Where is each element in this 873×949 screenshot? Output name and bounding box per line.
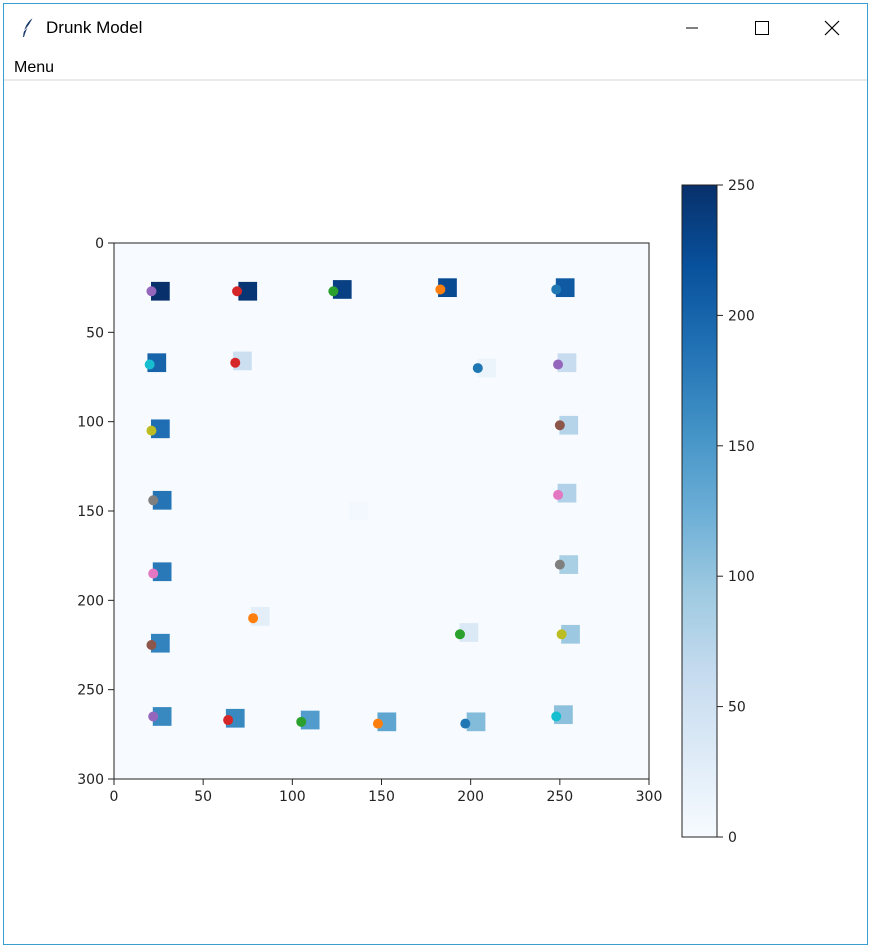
- maximize-icon: [755, 20, 769, 35]
- heatmap-cell: [557, 483, 577, 503]
- agent-marker: [296, 716, 307, 727]
- x-tick-label: 100: [279, 789, 306, 805]
- feather-icon: [21, 17, 35, 39]
- heatmap-cell: [151, 281, 170, 301]
- heatmap-cell: [561, 624, 580, 644]
- minimize-button[interactable]: [657, 4, 727, 51]
- agent-marker: [248, 613, 259, 624]
- x-tick-label: 250: [546, 789, 573, 805]
- heatmap-cell: [559, 415, 579, 435]
- window-title: Drunk Model: [46, 17, 143, 37]
- y-tick-label: 250: [77, 683, 104, 699]
- heatmap-cell: [466, 712, 486, 732]
- x-tick-label: 0: [110, 789, 119, 805]
- heatmap-cell: [377, 712, 397, 732]
- agent-marker: [460, 718, 471, 729]
- heatmap-cell: [332, 280, 352, 299]
- heatmap-cell: [152, 562, 172, 582]
- colorbar-tick-label: 100: [728, 569, 755, 585]
- y-tick-label: 50: [86, 325, 104, 341]
- menu-bar: Menu: [4, 51, 867, 81]
- heatmap-cell: [559, 555, 579, 574]
- y-tick-label: 100: [77, 415, 104, 431]
- maximize-button[interactable]: [727, 4, 797, 51]
- title-bar[interactable]: Drunk Model: [4, 4, 867, 51]
- agent-marker: [148, 495, 159, 506]
- heatmap-cell: [459, 623, 479, 642]
- agent-marker: [148, 711, 159, 722]
- agent-marker: [146, 640, 157, 650]
- agent-marker: [223, 715, 234, 726]
- agent-marker: [148, 568, 159, 579]
- colorbar-tick-label: 50: [728, 700, 746, 716]
- agent-marker: [146, 286, 157, 297]
- agent-marker: [554, 420, 565, 431]
- agent-marker: [454, 629, 465, 640]
- close-icon: [824, 20, 840, 35]
- agent-marker: [146, 425, 157, 436]
- agent-marker: [551, 284, 562, 295]
- heatmap-cell: [151, 633, 170, 653]
- minimize-icon: [686, 27, 698, 28]
- heatmap-cell: [477, 358, 497, 378]
- agent-marker: [372, 718, 383, 729]
- heatmap-background: [114, 243, 649, 779]
- heatmap-cell: [300, 710, 320, 730]
- y-tick-label: 0: [95, 236, 104, 252]
- y-tick-label: 200: [77, 593, 104, 609]
- heatmap-cell: [238, 281, 258, 301]
- agent-marker: [328, 286, 339, 297]
- y-tick-label: 300: [77, 772, 104, 788]
- agent-marker: [435, 284, 446, 295]
- agent-marker: [554, 559, 565, 570]
- colorbar-tick-label: 250: [728, 178, 755, 194]
- heatmap-cell: [152, 707, 172, 726]
- agent-marker: [144, 359, 155, 370]
- x-tick-label: 150: [368, 789, 395, 805]
- agent-marker: [230, 357, 241, 368]
- heatmap-plot: 0 50 100 150 200 250 300 0 50 100 150 200 250 300 0 50…: [77, 178, 755, 846]
- heatmap-cell: [151, 419, 170, 439]
- heatmap-cell: [555, 278, 575, 298]
- heatmap-cell: [152, 490, 172, 510]
- agent-marker: [553, 489, 564, 500]
- colorbar: [681, 184, 718, 838]
- heatmap-cell: [557, 353, 577, 373]
- close-button[interactable]: [797, 4, 867, 51]
- colorbar-tick-label: 200: [728, 308, 755, 324]
- app-window: Drunk Model Menu: [3, 3, 868, 945]
- x-tick-label: 50: [194, 789, 212, 805]
- agent-marker: [472, 363, 483, 374]
- agent-marker: [556, 629, 567, 640]
- agent-marker: [232, 286, 243, 297]
- y-tick-label: 150: [77, 504, 104, 520]
- x-tick-label: 300: [636, 789, 663, 805]
- x-tick-label: 200: [457, 789, 484, 805]
- colorbar-tick-label: 0: [728, 830, 737, 846]
- agent-marker: [551, 711, 562, 722]
- colorbar-tick-label: 150: [728, 439, 755, 455]
- heatmap-cell: [348, 501, 368, 521]
- menu-item-menu[interactable]: Menu: [14, 59, 55, 76]
- agent-marker: [553, 359, 564, 370]
